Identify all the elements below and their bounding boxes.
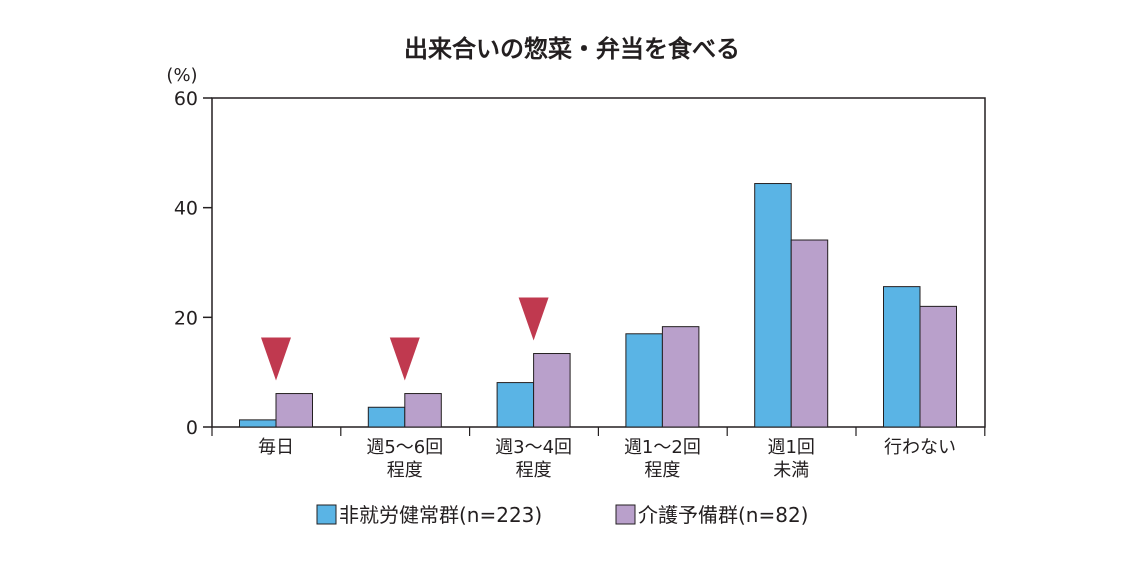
x-tick-label: 週1回未満 <box>767 437 814 481</box>
bar-series1 <box>883 286 921 428</box>
x-tick-label: 毎日 <box>258 437 294 458</box>
legend-label: 非就労健常群(n=223) <box>339 503 542 527</box>
legend-swatch <box>316 504 337 525</box>
bar-series2 <box>661 326 700 428</box>
bar-series1 <box>367 406 406 428</box>
bar-series2 <box>533 353 571 428</box>
bar-series1 <box>239 419 277 428</box>
x-tick-label: 週3〜4回程度 <box>495 437 572 481</box>
chart-title: 出来合いの惣菜・弁当を食べる <box>404 35 740 63</box>
legend: 非就労健常群(n=223) 介護予備群(n=82) <box>316 503 809 527</box>
x-tick-label: 週1〜2回程度 <box>624 437 701 481</box>
y-tick-label: 20 <box>174 307 198 329</box>
y-tick-label: 40 <box>174 198 198 220</box>
significance-marker-icon <box>518 297 549 341</box>
bar-series1 <box>625 333 663 428</box>
bar-series2 <box>919 305 957 428</box>
bar-series2 <box>790 239 829 428</box>
bar-series1 <box>496 382 535 428</box>
legend-label: 介護予備群(n=82) <box>638 503 809 527</box>
y-tick-label: 60 <box>174 88 198 110</box>
plot-area: 0 20 40 60 毎日 週5〜6回程度 週3〜4回程度 週1〜2回程度 週1回未満 行わない <box>174 88 986 481</box>
legend-swatch <box>615 504 636 525</box>
x-tick-label: 行わない <box>884 437 956 458</box>
bar-series2 <box>275 393 313 428</box>
plot-frame <box>211 97 986 428</box>
bar-series2 <box>404 393 442 428</box>
y-axis-unit-label: (%) <box>166 65 197 86</box>
significance-marker-icon <box>261 337 291 381</box>
x-tick-label: 週5〜6回程度 <box>366 437 443 481</box>
bar-series1 <box>754 183 792 428</box>
significance-marker-icon <box>389 337 420 381</box>
y-tick-label: 0 <box>186 417 198 439</box>
